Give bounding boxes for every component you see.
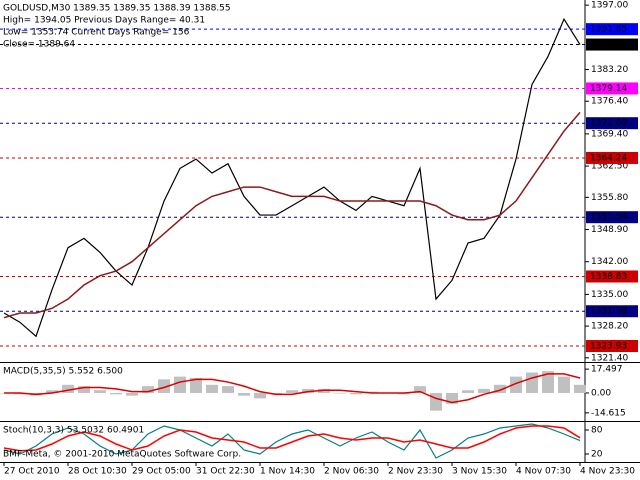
histogram-bar <box>94 390 106 393</box>
histogram-bar <box>430 392 442 411</box>
level-label: 1391.85 <box>590 25 627 35</box>
y-tick-label: 1328.20 <box>591 322 628 332</box>
pane-title: MACD(5,35,5) 5.552 6.500 <box>3 367 123 377</box>
level-label: 1379.14 <box>590 84 627 94</box>
y-tick-label: 20 <box>591 450 603 460</box>
y-tick-label: -14.615 <box>591 408 626 418</box>
level-label: 1338.83 <box>590 272 627 282</box>
y-tick-label: 1355.80 <box>591 193 628 203</box>
level-label-bg <box>586 270 638 283</box>
histogram-bar <box>174 376 186 393</box>
series-line <box>3 423 581 459</box>
annotation: BMF-Meta, © 2001-2010 MetaQuotes Softwar… <box>3 450 241 460</box>
level-label-bg <box>586 211 638 224</box>
histogram-bar <box>478 388 490 393</box>
level-label-bg <box>586 23 638 36</box>
level-label-bg <box>586 305 638 318</box>
histogram-bar <box>542 371 554 393</box>
pane-title: GOLDUSD,M30 1389.35 1389.35 1388.39 1388… <box>3 4 231 14</box>
histogram-bar <box>110 392 122 395</box>
level-label: 1351.54 <box>590 213 627 223</box>
histogram-bar <box>222 386 234 393</box>
histogram-bar <box>558 376 570 393</box>
histogram-bar <box>414 386 426 393</box>
x-tick-label: 4 Nov 07:30 <box>516 467 571 477</box>
histogram-bar <box>526 372 538 393</box>
x-tick-label: 31 Oct 22:30 <box>196 467 255 477</box>
level-label-bg <box>586 117 638 130</box>
histogram-bar <box>286 390 298 393</box>
histogram-bar <box>238 392 250 396</box>
series-line <box>3 17 581 338</box>
y-tick-label: 17.497 <box>591 365 623 375</box>
y-tick-label: 1342.00 <box>591 257 628 267</box>
annotation: Low= 1353.74 Current Days Range= 156 <box>3 28 190 38</box>
y-tick-label: 1362.50 <box>591 162 628 172</box>
histogram-bar <box>510 376 522 393</box>
histogram-bar <box>126 392 138 396</box>
histogram-bar <box>494 384 506 393</box>
y-tick-label: 1376.40 <box>591 97 628 107</box>
level-label: 1388.55 <box>590 40 627 50</box>
x-tick-label: 4 Nov 23:30 <box>580 467 635 477</box>
x-tick-label: 1 Nov 14:30 <box>260 467 315 477</box>
level-label: 1331.38 <box>590 307 627 317</box>
histogram-bar <box>350 392 362 395</box>
level-label: 1364.24 <box>590 153 627 163</box>
y-tick-label: 0.00 <box>591 388 611 398</box>
x-tick-label: 29 Oct 05:00 <box>132 467 191 477</box>
pane-title: Stoch(10,3,3) 53.5032 60.4901 <box>3 426 144 436</box>
level-label-bg <box>586 339 638 352</box>
x-tick-label: 2 Nov 06:30 <box>324 467 379 477</box>
histogram-bar <box>78 386 90 393</box>
histogram-bar <box>334 392 346 394</box>
histogram-bar <box>158 379 170 393</box>
histogram-bar <box>574 384 586 393</box>
histogram-bar <box>446 392 458 404</box>
annotation: High= 1394.05 Previous Days Range= 40.31 <box>3 16 205 26</box>
y-tick-label: 1321.40 <box>591 353 628 363</box>
level-label: 1323.93 <box>590 341 627 351</box>
y-tick-label: 1369.40 <box>591 129 628 139</box>
annotation: Close= 1389.64 <box>3 40 75 50</box>
x-tick-label: 3 Nov 15:30 <box>452 467 507 477</box>
level-label: 1371.69 <box>590 119 627 129</box>
series-line <box>4 373 581 404</box>
y-tick-label: 1335.00 <box>591 290 628 300</box>
y-tick-label: 80 <box>591 426 603 436</box>
level-label-bg <box>586 151 638 164</box>
x-tick-label: 2 Nov 23:30 <box>388 467 443 477</box>
level-label-bg <box>586 82 638 95</box>
x-tick-label: 27 Oct 2010 <box>4 467 60 477</box>
series-line <box>3 111 581 319</box>
histogram-bar <box>62 384 74 393</box>
histogram-bar <box>206 384 218 393</box>
x-tick-label: 28 Oct 10:30 <box>68 467 127 477</box>
histogram-bar <box>46 390 58 393</box>
series-line <box>3 425 581 452</box>
level-label-bg <box>586 38 638 51</box>
y-tick-label: 1397.00 <box>591 1 628 11</box>
histogram-bar <box>142 386 154 393</box>
y-tick-label: 1348.90 <box>591 225 628 235</box>
histogram-bar <box>462 390 474 393</box>
y-tick-label: 1383.20 <box>591 65 628 75</box>
histogram-bar <box>190 377 202 393</box>
histogram-bar <box>254 392 266 399</box>
